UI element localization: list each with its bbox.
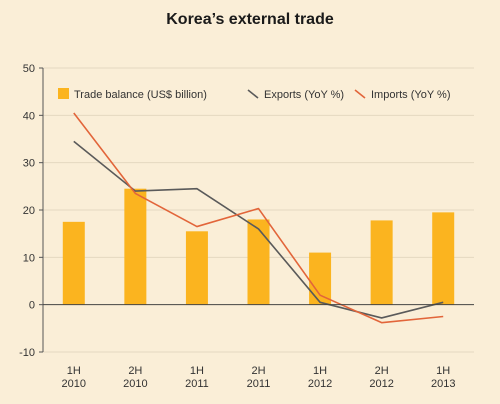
legend-label: Exports (YoY %) [264,89,344,101]
x-tick-label: 2H 2010 [123,365,147,390]
grid-layer [43,67,474,353]
legend-swatch [354,89,366,99]
bar [185,231,208,305]
x-tick-label-line: 2011 [247,378,271,390]
line-layer [73,112,444,324]
bar [62,221,85,305]
x-tick-label-line: 1H [313,365,327,377]
x-tick-label-line: 1H [436,365,450,377]
bar [432,212,455,305]
y-tick-label: 10 [23,252,35,264]
y-tick-label: 40 [23,110,35,122]
y-tick-label: 20 [23,205,35,217]
x-tick-label-line: 1H [67,365,81,377]
x-tick-label: 1H 2011 [185,365,209,390]
bar [309,252,332,305]
x-tick-label-line: 2010 [123,378,147,390]
x-tick-label: 1H 2012 [308,365,332,390]
bar-layer [62,188,455,305]
x-tick-label-line: 2013 [431,378,455,390]
x-tick-label-line: 2012 [308,378,332,390]
legend-label: Trade balance (US$ billion) [74,89,207,101]
legend-swatch [247,89,259,99]
x-tick-label-line: 2H [251,365,265,377]
x-tick-label-line: 2012 [369,378,393,390]
x-tick-label-line: 1H [190,365,204,377]
series-line [73,112,444,324]
bar [124,188,147,305]
x-tick-label: 2H 2011 [247,365,271,390]
chart-title: Korea’s external trade [166,11,334,28]
series-line [73,140,444,319]
bar [247,219,270,305]
x-tick-label-line: 2011 [185,378,209,390]
y-tick-label: -10 [19,347,35,359]
x-tick-label: 1H 2013 [431,365,455,390]
y-tick-label: 0 [29,300,35,312]
x-tick-label-line: 2010 [62,378,86,390]
legend-label: Imports (YoY %) [371,89,450,101]
x-tick-label: 2H 2012 [369,365,393,390]
y-tick-label: 30 [23,158,35,170]
x-tick-label-line: 2H [128,365,142,377]
x-tick-label-line: 2H [375,365,389,377]
bar [370,220,393,305]
y-tick-label: 50 [23,63,35,75]
legend-swatch [58,88,69,99]
legend: Trade balance (US$ billion) Exports (YoY … [58,88,450,101]
x-tick-label: 1H 2010 [62,365,86,390]
